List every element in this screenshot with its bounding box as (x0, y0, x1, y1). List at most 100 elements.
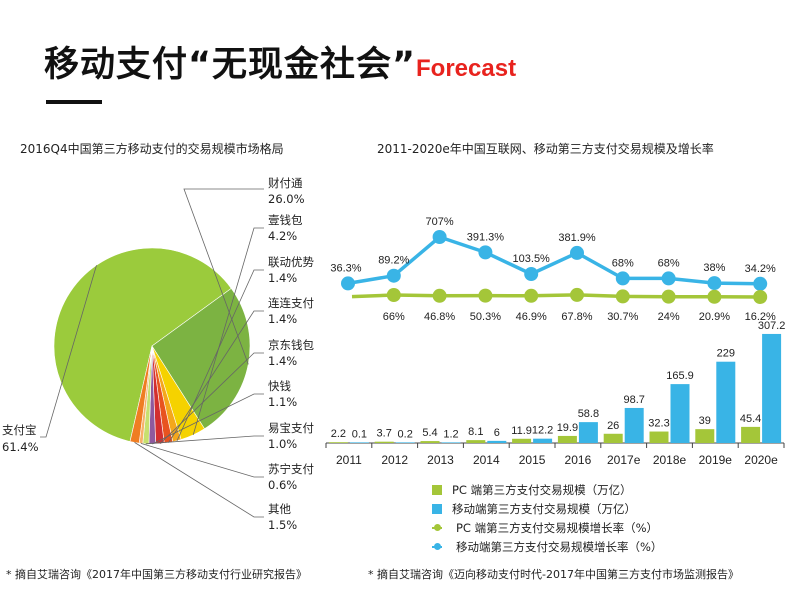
pc-bar-label: 5.4 (422, 427, 437, 439)
pie-slice-name-label: 易宝支付 (268, 421, 314, 435)
pie-chart-title: 2016Q4中国第三方移动支付的交易规模市场格局 (20, 142, 284, 156)
mobile-growth-point (524, 267, 539, 282)
mobile-bar (670, 384, 690, 443)
legend-swatch-blue (432, 503, 442, 514)
pc-growth-point (615, 289, 630, 304)
pc-bar (603, 433, 623, 443)
pie-leader-line (40, 265, 97, 438)
pie-slice-value-label: 61.4% (2, 440, 39, 454)
combo-legend: PC 端第三方支付交易规模（万亿） 移动端第三方支付交易规模（万亿） PC 端第… (432, 480, 662, 556)
pc-bar-label: 32.3 (648, 418, 669, 430)
pie-slice-name-label: 支付宝 (2, 423, 37, 437)
mobile-bar (441, 442, 461, 443)
pie-leader-line (159, 352, 264, 444)
pie-slice-name-label: 连连支付 (268, 296, 314, 310)
pie-leader-line (145, 435, 264, 445)
legend-line-green (432, 523, 454, 533)
pie-leader-line (192, 227, 264, 436)
pie-slice-name-label: 苏宁支付 (268, 462, 314, 476)
pc-bar (420, 441, 440, 443)
pie-slice-value-label: 1.5% (268, 518, 297, 532)
pie-leader-line (168, 310, 264, 443)
mobile-growth-line (347, 235, 761, 286)
pie-slice-value-label: 1.4% (268, 354, 297, 368)
pie-leader-line (152, 393, 264, 445)
mobile-bar (533, 438, 553, 443)
mobile-growth-label: 381.9% (558, 232, 596, 244)
title-cn: 移动支付“无现金社会” (44, 45, 417, 85)
mobile-growth-label: 34.2% (745, 263, 776, 275)
mobile-growth-label: 103.5% (513, 253, 551, 265)
mobile-bar-label: 98.7 (623, 394, 644, 406)
legend-mobile-line: 移动端第三方支付交易规模增长率（%） (432, 537, 662, 556)
x-tick-label: 2019e (699, 453, 733, 467)
x-tick-label: 2015 (519, 453, 546, 467)
combo-chart-title: 2011-2020e年中国互联网、移动第三方支付交易规模及增长率 (377, 142, 714, 156)
mobile-bar (624, 407, 644, 443)
pc-growth-point (386, 288, 401, 302)
legend-label: PC 端第三方支付交易规模增长率（%） (456, 520, 659, 535)
pie-slice-name-label: 联动优势 (268, 255, 314, 269)
pc-bar (466, 440, 486, 443)
x-tick-label: 2012 (381, 453, 408, 467)
pc-bar (374, 441, 394, 443)
pc-growth-label: 67.8% (561, 311, 592, 323)
x-tick-label: 2011 (336, 453, 362, 467)
pc-growth-label: 46.8% (424, 311, 455, 323)
pie-slice-value-label: 4.2% (268, 229, 297, 243)
legend-label: 移动端第三方支付交易规模增长率（%） (456, 539, 663, 554)
mobile-growth-point (341, 276, 355, 291)
pc-growth-point (707, 289, 722, 304)
pc-growth-line (351, 293, 761, 299)
pc-bar (557, 435, 577, 443)
pc-growth-label: 20.9% (699, 311, 730, 323)
mobile-growth-point (615, 271, 630, 286)
title-en: Forecast (416, 55, 517, 82)
pc-growth-label: 30.7% (607, 311, 638, 323)
pc-bar-label: 39 (699, 415, 711, 427)
mobile-growth-point (570, 245, 584, 260)
legend-label: 移动端第三方支付交易规模（万亿） (452, 501, 636, 516)
mobile-bar (395, 442, 415, 443)
pie-slice (53, 247, 232, 442)
mobile-bar-label: 307.2 (758, 320, 786, 332)
mobile-bar-label: 58.8 (578, 408, 599, 420)
pc-bar-label: 2.2 (331, 428, 346, 440)
x-tick-label: 2018e (653, 453, 687, 467)
x-tick-label: 2016 (565, 453, 592, 467)
title-underline (46, 100, 102, 104)
pc-growth-label: 16.2% (745, 311, 776, 323)
pie-leader-line (140, 443, 264, 478)
pie-slice-value-label: 1.0% (268, 437, 297, 451)
pc-bar-label: 3.7 (377, 428, 392, 440)
pie-leader-line (183, 188, 264, 365)
legend-pc-bar: PC 端第三方支付交易规模（万亿） (432, 480, 662, 499)
pc-bar-label: 26 (607, 420, 619, 432)
pc-growth-point (570, 287, 584, 302)
pc-growth-point (661, 289, 676, 304)
footnote-right: * 摘自艾瑞咨询《迈向移动支付时代-2017年中国第三方支付市场监测报告》 (368, 568, 739, 581)
pc-bar (328, 442, 348, 443)
mobile-bar-label: 12.2 (532, 425, 553, 437)
mobile-bar (578, 422, 598, 443)
pc-bar-label: 11.9 (511, 425, 532, 437)
pc-bar (695, 429, 715, 443)
mobile-bar-label: 6 (494, 427, 500, 439)
legend-line-blue (432, 542, 454, 552)
mobile-bar-label: 165.9 (666, 370, 694, 382)
legend-swatch-green (432, 484, 442, 495)
mobile-growth-label: 38% (703, 262, 725, 274)
mobile-growth-point (432, 230, 447, 244)
pie-slice-name-label: 其他 (268, 502, 291, 516)
mobile-growth-point (707, 276, 722, 291)
mobile-growth-label: 68% (658, 257, 680, 269)
mobile-growth-label: 36.3% (330, 262, 361, 274)
pc-bar-label: 8.1 (468, 426, 483, 438)
pc-bar-label: 19.9 (557, 422, 578, 434)
x-tick-label: 2013 (427, 453, 454, 467)
pc-bar-label: 45.4 (740, 413, 761, 425)
legend-label: PC 端第三方支付交易规模（万亿） (452, 482, 632, 497)
pie-leader-line (176, 269, 264, 441)
pie-leader-line (134, 442, 264, 518)
